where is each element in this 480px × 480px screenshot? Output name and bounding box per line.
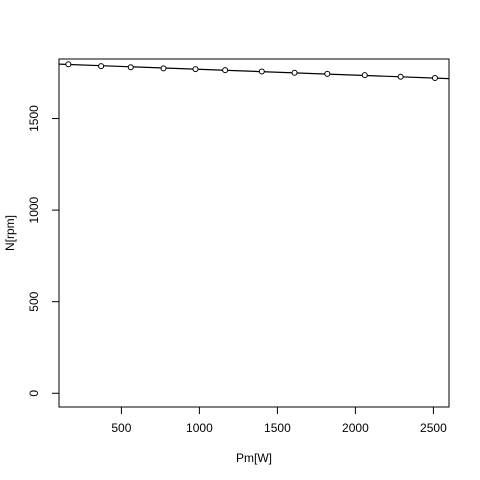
series-layer: [58, 61, 450, 82]
y-tick-label: 0: [27, 390, 41, 397]
x-tick-label: 1500: [264, 421, 291, 435]
data-point: [291, 69, 298, 76]
data-point: [160, 65, 167, 72]
x-tick-label: 2000: [342, 421, 369, 435]
data-point: [98, 63, 105, 70]
data-point: [397, 73, 404, 80]
data-point: [192, 66, 199, 73]
data-point: [127, 64, 134, 71]
data-point: [222, 67, 229, 74]
x-tick-label: 500: [111, 421, 131, 435]
data-point: [324, 70, 331, 77]
y-tick-label: 500: [27, 291, 41, 311]
data-point: [65, 61, 72, 68]
plot-frame: [58, 58, 450, 408]
y-tick-label: 1500: [27, 105, 41, 132]
x-tick-label: 1000: [186, 421, 213, 435]
x-axis-label: Pm[W]: [236, 451, 272, 465]
data-point: [361, 72, 368, 79]
data-point: [431, 75, 438, 82]
data-point: [258, 68, 265, 75]
y-axis-label: N[rpm]: [3, 215, 17, 251]
y-axis: 0 500 1000 1500: [27, 105, 60, 397]
fit-line: [58, 63, 450, 80]
x-tick-label: 2500: [420, 421, 447, 435]
y-tick-label: 1000: [27, 196, 41, 223]
x-axis: 500 1000 1500 2000 2500: [111, 406, 447, 435]
